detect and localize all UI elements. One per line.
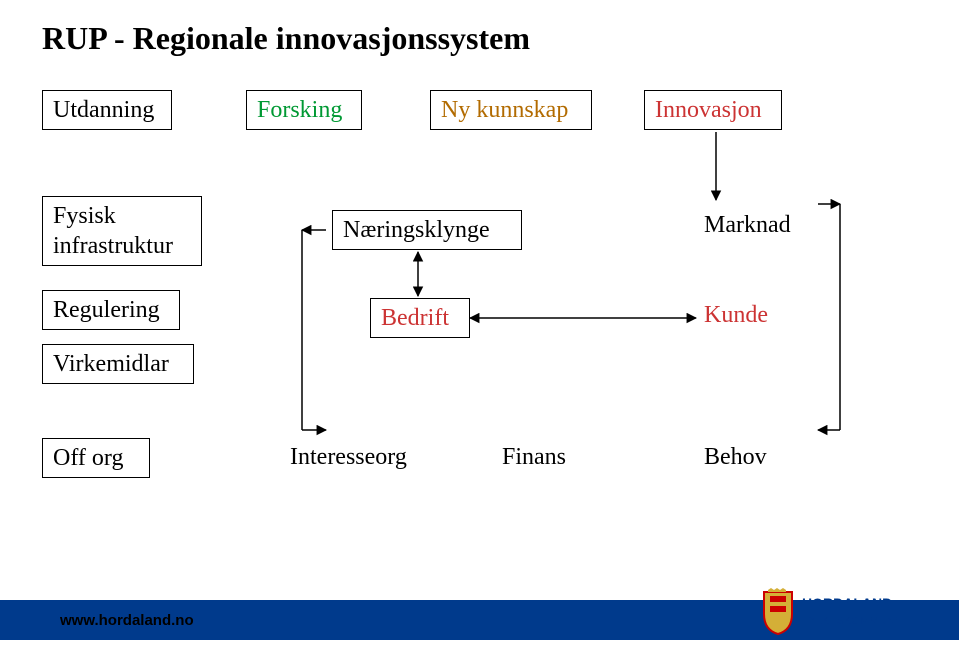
box-innovasjon: Innovasjon [644,90,782,130]
footer-logo: HORDALAND FYLKESKOMMUNE [760,588,930,641]
box-virkemidlar: Virkemidlar [42,344,194,384]
box-utdanning: Utdanning [42,90,172,130]
box-behov: Behov [704,442,770,472]
box-forsking: Forsking [246,90,362,130]
box-bedrift: Bedrift [370,298,470,338]
footer-url: www.hordaland.no [60,612,194,629]
slide: RUP - Regionale innovasjonssystem www.ho… [0,0,959,670]
logo-text-sub: FYLKESKOMMUNE [802,615,902,627]
box-offorg: Off org [42,438,150,478]
box-marknad: Marknad [704,210,798,240]
box-naeringsklynge: Næringsklynge [332,210,522,250]
box-nykunnskap: Ny kunnskap [430,90,592,130]
box-interesseorg: Interesseorg [290,442,420,472]
page-title: RUP - Regionale innovasjonssystem [42,20,530,57]
box-fysisk: Fysiskinfrastruktur [42,196,202,266]
box-finans: Finans [502,442,568,472]
logo-text-main: HORDALAND [802,595,892,611]
box-kunde: Kunde [704,300,774,330]
box-regulering: Regulering [42,290,180,330]
